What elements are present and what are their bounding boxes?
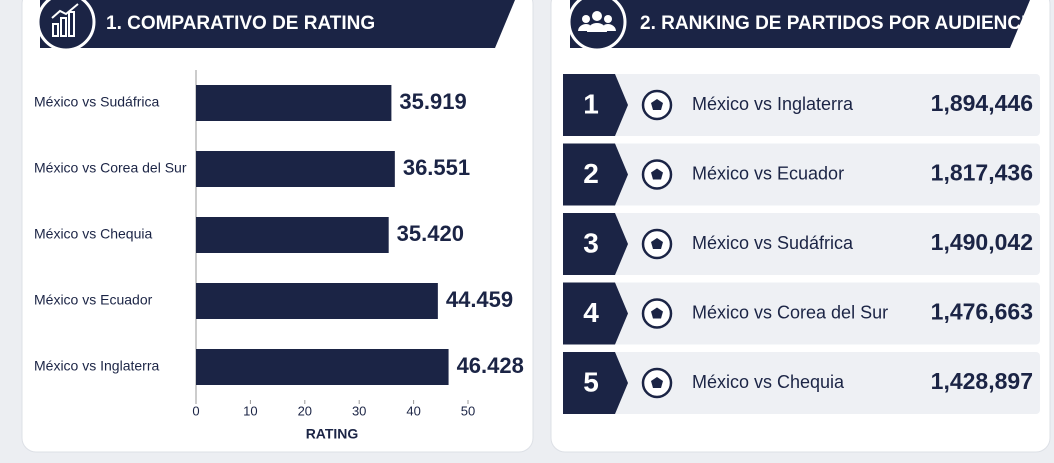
y-tick-label: México vs Sudáfrica	[34, 94, 159, 110]
rank-badge	[563, 352, 628, 414]
ball-patch	[651, 238, 663, 249]
bar	[196, 151, 395, 187]
bar	[196, 85, 392, 121]
match-name: México vs Corea del Sur	[692, 302, 888, 322]
ranking-row	[563, 352, 1040, 414]
header-ribbon	[40, 0, 515, 48]
rank-badge	[563, 213, 628, 275]
match-name: México vs Chequia	[692, 372, 845, 392]
chart-icon-glyph	[51, 3, 79, 37]
value-label: 35.919	[399, 89, 466, 114]
ranking-title: 2. RANKING DE PARTIDOS POR AUDIENCIA	[640, 13, 1040, 34]
rank-number: 2	[583, 158, 599, 189]
bar	[196, 283, 438, 319]
x-tick-label: 20	[298, 403, 312, 418]
chart-title: 1. COMPARATIVO DE RATING	[106, 13, 375, 34]
rank-number: 1	[583, 88, 599, 119]
audience-value: 1,428,897	[931, 368, 1033, 394]
bar	[196, 217, 389, 253]
ball-patch	[651, 307, 663, 319]
x-axis-label: RATING	[306, 426, 359, 442]
ball-patch	[651, 168, 663, 180]
value-label: 46.428	[457, 353, 524, 378]
ball-patch	[651, 377, 663, 388]
x-tick-label: 40	[406, 403, 420, 418]
bar	[196, 349, 449, 385]
match-name: México vs Sudáfrica	[692, 233, 854, 253]
x-tick-label: 50	[461, 403, 475, 418]
ranking-row	[563, 213, 1040, 275]
audience-icon-glyph	[578, 11, 616, 32]
x-tick-label: 30	[352, 403, 366, 418]
rank-badge	[563, 282, 628, 345]
rank-number: 4	[583, 297, 599, 328]
x-tick-label: 0	[192, 403, 199, 418]
x-tick-label: 10	[243, 403, 257, 418]
match-name: México vs Ecuador	[692, 163, 844, 183]
ranking-row	[563, 74, 1040, 136]
rank-badge	[563, 74, 628, 136]
y-tick-label: México vs Corea del Sur	[34, 160, 187, 176]
header-ribbon	[570, 0, 1030, 48]
y-tick-label: México vs Ecuador	[34, 292, 153, 308]
y-tick-label: México vs Inglaterra	[34, 358, 159, 374]
audience-value: 1,490,042	[931, 229, 1033, 255]
audience-value: 1,817,436	[931, 160, 1033, 186]
y-tick-label: México vs Chequia	[34, 226, 152, 242]
value-label: 36.551	[403, 155, 470, 180]
audience-value: 1,476,663	[931, 299, 1033, 325]
rank-number: 3	[583, 227, 599, 258]
ranking-row	[563, 282, 1040, 345]
ball-patch	[651, 99, 663, 110]
audience-value: 1,894,446	[931, 90, 1033, 116]
ranking-row	[563, 143, 1040, 206]
value-label: 44.459	[446, 287, 513, 312]
match-name: México vs Inglaterra	[692, 94, 854, 114]
rank-badge	[563, 143, 628, 206]
value-label: 35.420	[397, 221, 464, 246]
rank-number: 5	[583, 366, 599, 397]
